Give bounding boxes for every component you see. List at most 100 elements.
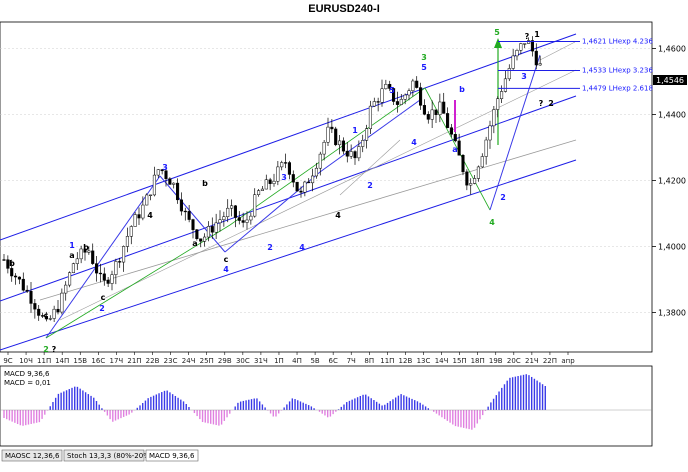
candle-body bbox=[326, 126, 330, 143]
wave-label: 4 bbox=[411, 138, 417, 147]
time-tick-label: 11П bbox=[380, 357, 394, 365]
candle-body bbox=[349, 151, 353, 157]
candle-body bbox=[179, 199, 183, 212]
candle-body bbox=[172, 182, 176, 185]
indicator-value: MACD = 0,01 bbox=[4, 379, 51, 387]
candle-body bbox=[519, 43, 523, 51]
candle-body bbox=[376, 101, 380, 103]
candle-body bbox=[484, 139, 488, 157]
wave-label: 3 bbox=[421, 53, 427, 62]
candle-body bbox=[241, 220, 245, 223]
wave-label: b bbox=[202, 179, 208, 188]
candle-body bbox=[17, 276, 21, 280]
candle-body bbox=[449, 127, 453, 135]
indicator-tab-label: MAOSC 12,36,6 bbox=[5, 452, 60, 460]
candle-body bbox=[129, 226, 133, 237]
candle-body bbox=[203, 236, 207, 242]
candle-body bbox=[515, 50, 519, 57]
main-plot-area[interactable] bbox=[0, 21, 653, 353]
candle-body bbox=[145, 194, 149, 206]
wave-label: 1 bbox=[534, 30, 540, 39]
current-price-box bbox=[653, 75, 687, 85]
chart-title: EURUSD240-I bbox=[308, 3, 380, 15]
wave-label: 1 bbox=[69, 241, 75, 250]
candle-body bbox=[330, 126, 334, 130]
indicator-tabs: MAOSC 12,36,6 Stoch 13,3,3 (80%-20%)MACD … bbox=[1, 449, 199, 462]
candle-body bbox=[272, 180, 276, 184]
candle-body bbox=[191, 219, 195, 230]
candle-body bbox=[503, 78, 507, 92]
candle-body bbox=[98, 272, 102, 275]
time-tick-label: 21П bbox=[127, 357, 141, 365]
indicator-panel[interactable] bbox=[0, 365, 653, 447]
candle-body bbox=[230, 205, 234, 209]
wave-label: 5 bbox=[494, 28, 500, 37]
candle-body bbox=[118, 261, 122, 263]
price-tick-label: 1,4000 bbox=[658, 242, 686, 251]
candle-body bbox=[461, 155, 465, 173]
candle-body bbox=[307, 181, 311, 184]
candle-body bbox=[303, 181, 307, 193]
candle-body bbox=[411, 80, 415, 91]
candle-body bbox=[152, 174, 156, 196]
price-tick-label: 1,4400 bbox=[658, 110, 686, 119]
time-tick-label: апр bbox=[561, 357, 575, 365]
wave-label: a bbox=[452, 145, 457, 154]
candle-body bbox=[187, 211, 191, 220]
candle-body bbox=[268, 179, 272, 184]
candle-body bbox=[176, 182, 180, 201]
candle-body bbox=[523, 43, 527, 45]
candle-body bbox=[91, 250, 95, 264]
candle-body bbox=[287, 162, 291, 175]
trend-line bbox=[59, 69, 577, 321]
candle-body bbox=[199, 238, 203, 242]
wave-label: 4 bbox=[299, 243, 305, 252]
candle-body bbox=[284, 162, 288, 164]
green-arrow-head bbox=[494, 38, 502, 48]
candle-body bbox=[538, 63, 542, 66]
candle-body bbox=[245, 219, 249, 223]
candle-body bbox=[68, 272, 72, 286]
candle-body bbox=[195, 229, 199, 240]
candle-body bbox=[206, 226, 210, 238]
candle-body bbox=[338, 140, 342, 146]
trend-line bbox=[539, 41, 576, 61]
candle-body bbox=[52, 308, 56, 319]
candle-body bbox=[110, 274, 114, 284]
candle-body bbox=[511, 55, 515, 69]
wave-label: b bbox=[9, 259, 15, 268]
level-label: 1,4621 LHexp 4.236 bbox=[582, 37, 653, 45]
time-tick-label: 1П bbox=[274, 357, 284, 365]
candle-body bbox=[83, 248, 87, 253]
wave-label: a bbox=[69, 251, 74, 260]
candle-body bbox=[33, 303, 37, 310]
price-tick-label: 1,4600 bbox=[658, 44, 686, 53]
candle-body bbox=[457, 140, 461, 156]
candle-body bbox=[257, 190, 261, 195]
time-tick-label: 9C bbox=[3, 357, 12, 365]
wave-label: 3 bbox=[162, 163, 168, 172]
time-tick-label: 4П bbox=[292, 357, 302, 365]
candle-body bbox=[37, 308, 41, 316]
candle-body bbox=[527, 40, 531, 44]
candle-body bbox=[384, 84, 388, 90]
candles bbox=[2, 36, 542, 322]
time-tick-label: 24Ч bbox=[182, 357, 196, 365]
candle-body bbox=[264, 179, 268, 190]
candle-body bbox=[60, 292, 64, 313]
candle-body bbox=[480, 156, 484, 168]
time-tick-label: 29B bbox=[218, 357, 232, 365]
candle-body bbox=[357, 146, 361, 159]
candle-body bbox=[361, 140, 365, 147]
candle-body bbox=[434, 109, 438, 115]
wave-label: 4 bbox=[223, 265, 229, 274]
wave-label: 2 bbox=[267, 243, 273, 252]
candle-body bbox=[41, 315, 45, 317]
candle-body bbox=[122, 246, 126, 263]
wave-label: 3 bbox=[521, 72, 527, 81]
time-tick-label: 21Ч bbox=[525, 357, 539, 365]
wave-label: 2 bbox=[99, 304, 105, 313]
time-axis: 9C 10Ч 11П 14П 15B 16C 17Ч 21П 22B 23C 24Ч 25П 29B 30… bbox=[3, 352, 575, 365]
time-tick-label: 14Ч bbox=[435, 357, 449, 365]
